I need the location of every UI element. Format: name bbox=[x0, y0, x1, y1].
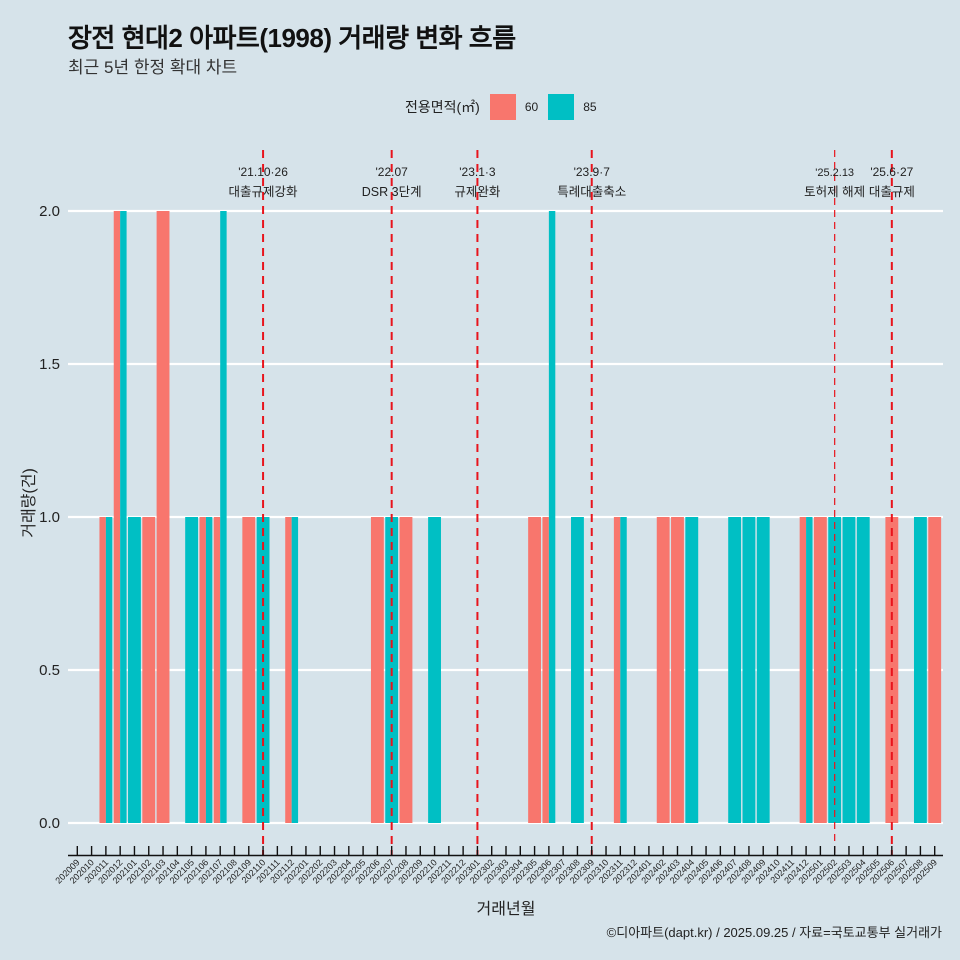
bar-60 bbox=[542, 517, 549, 823]
x-axis: 2020092020102020112020122021012021022021… bbox=[53, 846, 943, 886]
legend-label-60: 60 bbox=[524, 100, 539, 114]
bar-60 bbox=[528, 517, 542, 823]
event-label: DSR 3단계 bbox=[362, 185, 422, 199]
bar-85 bbox=[571, 517, 584, 823]
event-label: 규제완화 bbox=[454, 185, 501, 199]
event-date: '23.1·3 bbox=[459, 165, 496, 179]
legend-title: 전용면적(㎡) bbox=[405, 99, 480, 115]
bar-85 bbox=[220, 211, 227, 823]
legend-swatch-60 bbox=[489, 94, 516, 120]
bar-85 bbox=[685, 517, 699, 823]
event-date: '21.10·26 bbox=[238, 165, 288, 179]
event-date: '23.9·7 bbox=[574, 165, 611, 179]
chart-subtitle: 최근 5년 한정 확대 차트 bbox=[68, 58, 238, 77]
y-tick-label: 0.5 bbox=[39, 662, 60, 679]
event-lines bbox=[262, 150, 893, 856]
event-date: '22.07 bbox=[376, 165, 409, 179]
bar-60 bbox=[613, 517, 621, 823]
bar-60 bbox=[928, 517, 942, 823]
bar-60 bbox=[285, 517, 292, 823]
x-axis-title: 거래년월 bbox=[477, 900, 536, 918]
bar-60 bbox=[113, 211, 121, 823]
bar-60 bbox=[242, 517, 256, 823]
bar-85 bbox=[856, 517, 870, 823]
bar-85 bbox=[291, 517, 299, 823]
bar-85 bbox=[620, 517, 627, 823]
event-date: '25.6·27 bbox=[870, 165, 913, 179]
bar-85 bbox=[756, 517, 770, 823]
bar-85 bbox=[105, 517, 113, 823]
bar-85 bbox=[806, 517, 813, 823]
bar-85 bbox=[128, 517, 141, 823]
bar-85 bbox=[842, 517, 856, 823]
bar-85 bbox=[428, 517, 441, 823]
bar-85 bbox=[185, 517, 199, 823]
legend-swatch-85 bbox=[548, 94, 575, 120]
bar-85 bbox=[913, 517, 927, 823]
y-tick-label: 0.0 bbox=[39, 815, 60, 832]
y-tick-label: 1.0 bbox=[39, 509, 60, 526]
event-annotations: '21.10·26 대출규제강화 '22.07 DSR 3단계 '23.1·3 규제완화 '… bbox=[229, 165, 915, 199]
event-label: 대출규제강화 bbox=[229, 185, 299, 199]
bar-60 bbox=[656, 517, 670, 823]
chart-title: 장전 현대2 아파트(1998) 거래량 변화 흐름 bbox=[68, 23, 516, 53]
y-axis: 0.0 0.5 1.0 1.5 2.0 bbox=[39, 203, 60, 832]
bar-60 bbox=[213, 517, 221, 823]
event-date: '25.2.13 bbox=[815, 167, 854, 179]
caption: ©디아파트(dapt.kr) / 2025.09.25 / 자료=국토교통부 실… bbox=[606, 925, 942, 940]
bar-60 bbox=[99, 517, 106, 823]
bar-60 bbox=[199, 517, 206, 823]
y-tick-label: 1.5 bbox=[39, 356, 60, 373]
bar-85 bbox=[742, 517, 756, 823]
bar-60 bbox=[671, 517, 684, 823]
legend-label-85: 85 bbox=[583, 100, 597, 114]
bar-60 bbox=[370, 517, 384, 823]
bar-85 bbox=[728, 517, 742, 823]
y-axis-title: 거래량(건) bbox=[20, 468, 38, 538]
bars bbox=[99, 211, 942, 823]
legend: 전용면적(㎡) 60 85 bbox=[405, 94, 607, 120]
bar-85 bbox=[120, 211, 127, 823]
bar-85 bbox=[548, 211, 556, 823]
bar-60 bbox=[813, 517, 827, 823]
bar-85 bbox=[205, 517, 213, 823]
event-label: 토허제 해제 bbox=[804, 185, 865, 199]
bar-60 bbox=[799, 517, 807, 823]
y-tick-label: 2.0 bbox=[39, 203, 60, 220]
bar-60 bbox=[142, 517, 156, 823]
event-label: 특례대출축소 bbox=[557, 185, 626, 199]
event-label: 대출규제 bbox=[869, 185, 915, 199]
bar-60 bbox=[156, 211, 170, 823]
bar-60 bbox=[399, 517, 413, 823]
